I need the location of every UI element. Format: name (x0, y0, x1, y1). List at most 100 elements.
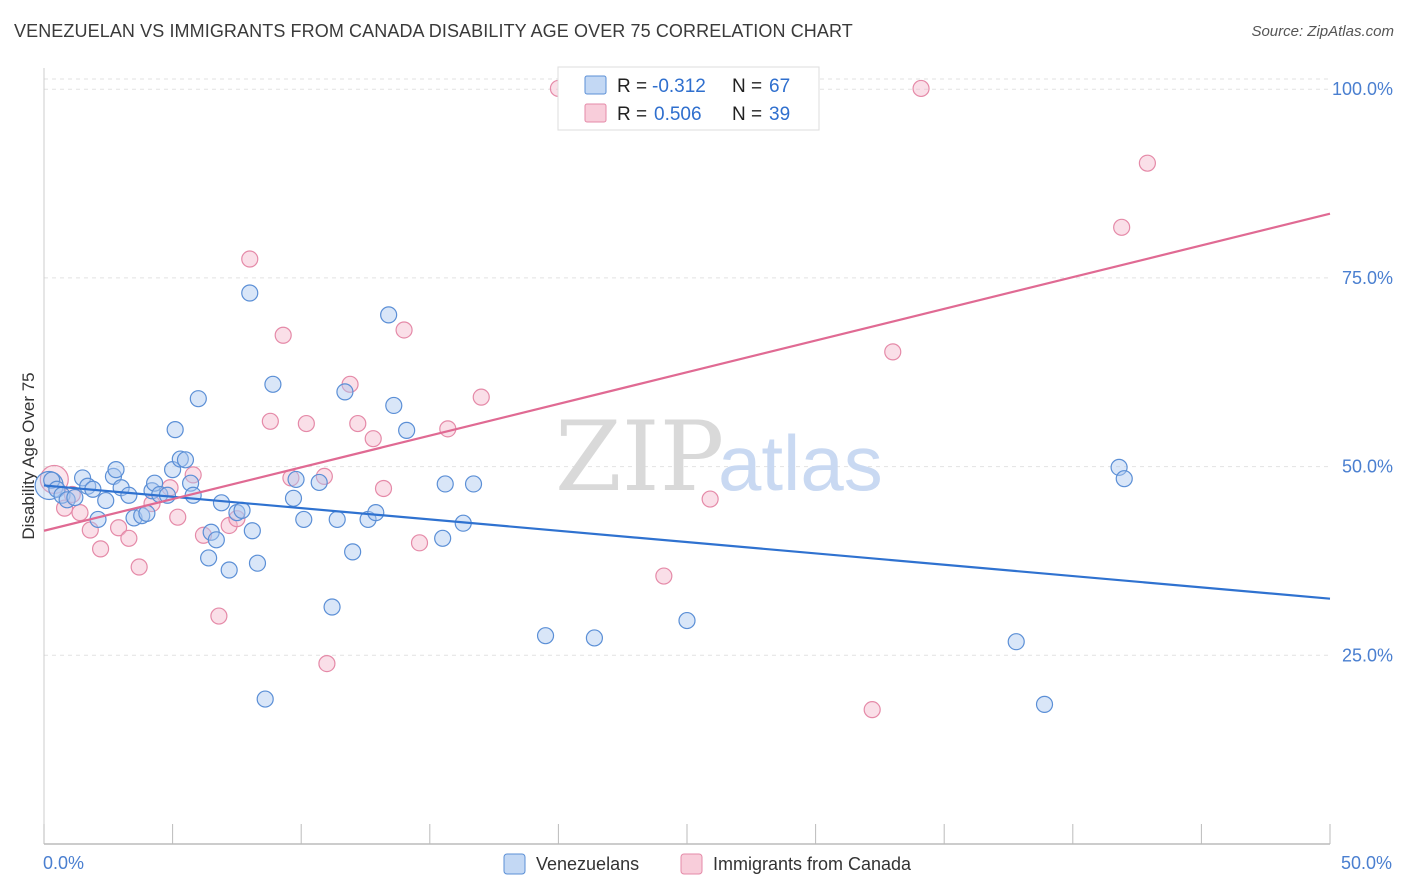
x-tick-min: 0.0% (43, 853, 84, 873)
venezuelan-point-35 (233, 501, 251, 519)
venezuelan-point-46 (328, 510, 346, 529)
legend-r-label-1: R = (617, 76, 647, 97)
watermark-zip: ZIP (555, 401, 724, 513)
canada-point-26 (364, 430, 382, 448)
canada-point-11 (169, 508, 187, 526)
venezuelan-point-12 (107, 461, 125, 479)
y-tick-label-1: 50.0% (1342, 457, 1393, 477)
venezuelan-point-23 (166, 421, 184, 439)
trend-line-0 (43, 484, 1331, 600)
canada-point-18 (261, 412, 279, 430)
legend-r-value-2: 0.506 (654, 104, 702, 125)
canada-point-29 (410, 534, 429, 552)
venezuelan-point-33 (220, 561, 238, 579)
canada-point-34 (701, 490, 719, 508)
canada-point-28 (395, 321, 413, 339)
venezuelan-point-1 (43, 471, 61, 489)
series-immigrants-from-canada (39, 79, 1156, 719)
venezuelan-point-14 (120, 486, 138, 504)
venezuelan-point-37 (243, 522, 261, 540)
venezuelan-point-5 (66, 488, 84, 507)
x-tick-max: 50.0% (1341, 853, 1392, 873)
y-axis-label: Disability Age Over 75 (19, 372, 38, 539)
watermark: ZIP atlas (555, 401, 883, 513)
canada-point-39 (1138, 154, 1156, 172)
venezuelan-point-28 (189, 390, 207, 408)
canada-point-31 (472, 388, 490, 406)
bottom-legend-label-2: Immigrants from Canada (713, 854, 912, 874)
venezuelan-point-29 (200, 549, 218, 567)
y-tick-labels: 25.0% 50.0% 75.0% 100.0% (1332, 79, 1393, 665)
venezuelan-point-61 (1007, 633, 1025, 651)
chart-title: VENEZUELAN VS IMMIGRANTS FROM CANADA DIS… (14, 21, 853, 41)
canada-point-35 (863, 701, 881, 719)
y-tick-label-3: 100.0% (1332, 79, 1393, 99)
venezuelan-point-47 (336, 383, 354, 401)
stats-legend: R = -0.312 N = 67 R = 0.506 N = 39 (557, 66, 820, 131)
canada-point-21 (297, 414, 315, 433)
canada-point-36 (884, 343, 902, 361)
venezuelan-point-42 (287, 470, 305, 489)
series-legend: Venezuelans Immigrants from Canada (503, 853, 912, 875)
legend-n-label-2: N = (732, 104, 762, 125)
venezuelan-point-59 (585, 629, 604, 647)
venezuelan-point-50 (367, 504, 385, 522)
canada-point-8 (130, 558, 148, 576)
legend-n-value-1: 67 (769, 76, 790, 97)
venezuelan-point-31 (207, 531, 225, 549)
canada-point-3 (71, 504, 89, 522)
venezuelan-point-53 (398, 421, 416, 439)
legend-r-value-1: -0.312 (652, 76, 706, 97)
legend-swatch-blue (584, 75, 607, 95)
venezuelan-point-40 (264, 375, 282, 393)
venezuelan-point-60 (678, 611, 696, 630)
venezuelan-point-36 (241, 284, 259, 302)
trend-lines (43, 212, 1331, 600)
y-tick-label-0: 25.0% (1342, 645, 1393, 665)
venezuelan-point-55 (436, 475, 454, 493)
canada-point-27 (374, 479, 393, 498)
venezuelan-point-51 (380, 306, 398, 324)
trend-line-1 (43, 212, 1331, 532)
legend-n-label-1: N = (732, 76, 762, 97)
bottom-legend-swatch-pink (680, 853, 703, 875)
venezuelan-point-52 (385, 396, 403, 415)
canada-point-38 (1113, 218, 1131, 236)
venezuelan-point-10 (97, 491, 115, 510)
venezuelan-point-25 (176, 451, 195, 469)
bottom-legend-label-1: Venezuelans (536, 854, 639, 874)
legend-r-label-2: R = (617, 104, 647, 125)
venezuelan-point-54 (434, 529, 452, 547)
venezuelan-point-44 (310, 473, 328, 492)
venezuelan-point-58 (536, 627, 555, 645)
venezuelan-point-45 (323, 598, 341, 616)
canada-point-7 (120, 529, 138, 547)
venezuelan-point-41 (284, 489, 303, 507)
canada-point-5 (91, 540, 110, 558)
venezuelan-point-64 (1115, 470, 1133, 488)
venezuelan-point-38 (248, 554, 267, 572)
canada-point-16 (228, 510, 246, 528)
venezuelan-point-32 (212, 494, 231, 512)
legend-n-value-2: 39 (769, 104, 790, 125)
y-tick-label-2: 75.0% (1342, 268, 1393, 288)
canada-point-14 (210, 607, 228, 625)
canada-point-17 (241, 250, 259, 268)
canada-point-6 (109, 519, 128, 537)
bottom-legend-swatch-blue (503, 853, 526, 875)
canada-point-33 (655, 567, 673, 585)
venezuelan-point-48 (344, 543, 362, 561)
watermark-atlas: atlas (718, 419, 883, 507)
venezuelan-point-43 (295, 510, 313, 529)
venezuelan-point-57 (464, 475, 483, 493)
canada-point-23 (318, 655, 336, 673)
venezuelan-point-6 (73, 469, 92, 487)
canada-point-19 (274, 326, 292, 344)
venezuelan-point-62 (1035, 695, 1054, 713)
legend-swatch-pink (584, 103, 607, 123)
canada-point-25 (349, 414, 367, 433)
axes (43, 68, 1331, 845)
venezuelan-point-24 (171, 450, 189, 468)
source-label: Source: ZipAtlas.com (1251, 23, 1394, 40)
